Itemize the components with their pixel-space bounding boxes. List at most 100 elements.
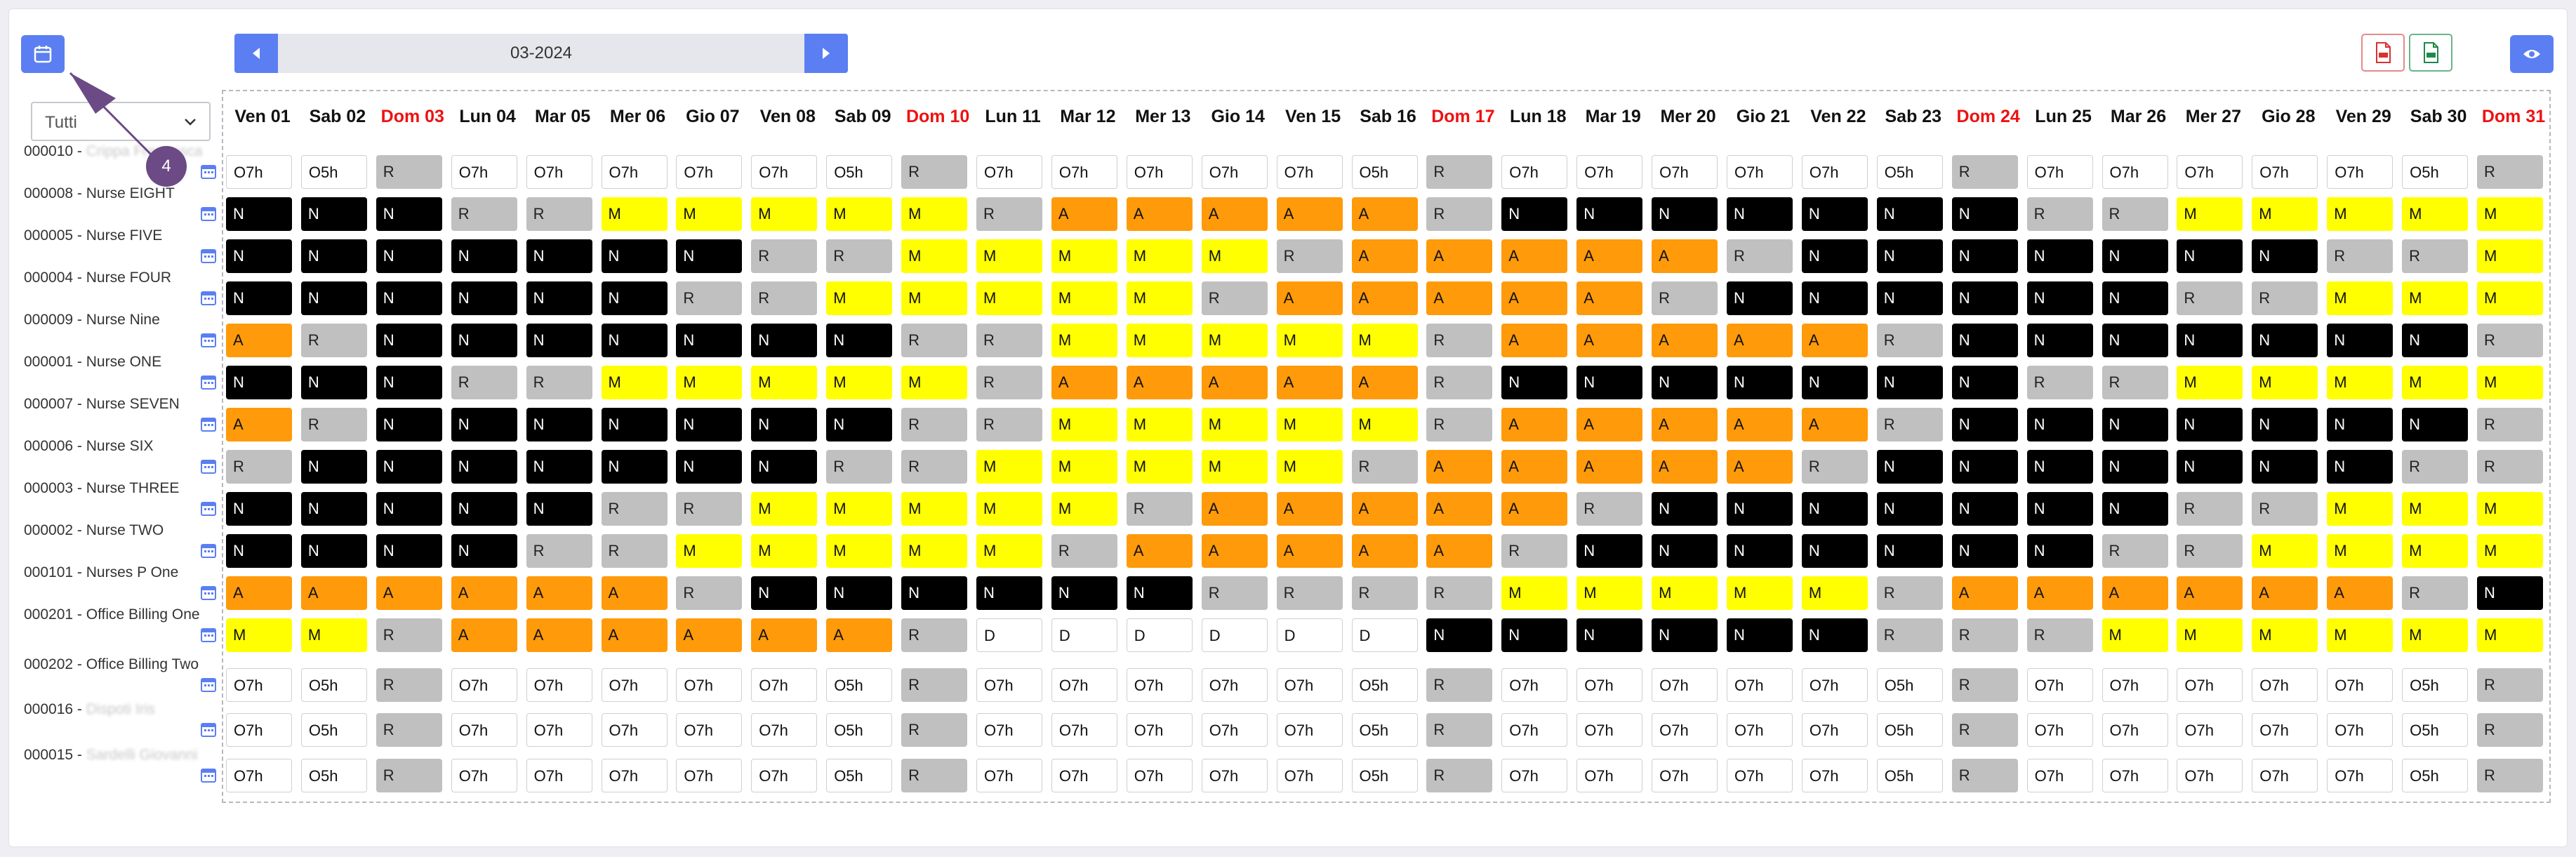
shift-cell[interactable]: A: [1426, 492, 1493, 526]
shift-cell[interactable]: R: [751, 281, 818, 315]
shift-cell[interactable]: O7h: [226, 155, 292, 189]
shift-cell[interactable]: N: [2177, 450, 2243, 484]
shift-cell[interactable]: N: [1652, 618, 1718, 652]
shift-cell[interactable]: M: [2252, 366, 2318, 399]
shift-cell[interactable]: O7h: [1727, 668, 1793, 702]
shift-cell[interactable]: N: [2026, 534, 2093, 568]
shift-cell[interactable]: M: [2402, 281, 2469, 315]
shift-cell[interactable]: A: [1576, 324, 1643, 357]
shift-cell[interactable]: R: [1876, 324, 1943, 357]
shift-cell[interactable]: N: [2026, 492, 2093, 526]
shift-cell[interactable]: A: [526, 576, 592, 610]
shift-cell[interactable]: N: [526, 239, 592, 273]
shift-cell[interactable]: A: [1351, 239, 1418, 273]
shift-cell[interactable]: M: [1126, 450, 1193, 484]
shift-cell[interactable]: N: [2026, 450, 2093, 484]
shift-cell[interactable]: N: [226, 492, 292, 526]
shift-cell[interactable]: O5h: [2402, 759, 2469, 792]
shift-cell[interactable]: A: [1652, 324, 1718, 357]
shift-cell[interactable]: R: [300, 324, 367, 357]
shift-cell[interactable]: M: [676, 366, 743, 399]
shift-cell[interactable]: O7h: [1501, 668, 1568, 702]
row-calendar-icon[interactable]: [201, 206, 216, 221]
shift-cell[interactable]: O7h: [976, 155, 1042, 189]
shift-cell[interactable]: N: [1576, 366, 1643, 399]
shift-cell[interactable]: A: [1276, 492, 1343, 526]
shift-cell[interactable]: O7h: [1051, 668, 1117, 702]
shift-cell[interactable]: N: [2102, 450, 2168, 484]
shift-cell[interactable]: R: [2102, 366, 2168, 399]
shift-cell[interactable]: N: [376, 281, 442, 315]
shift-cell[interactable]: O5h: [1351, 155, 1418, 189]
shift-cell[interactable]: N: [1951, 534, 2018, 568]
shift-cell[interactable]: O7h: [2102, 668, 2168, 702]
shift-cell[interactable]: N: [826, 324, 893, 357]
shift-cell[interactable]: O7h: [226, 759, 292, 792]
shift-cell[interactable]: N: [676, 324, 743, 357]
shift-cell[interactable]: R: [2477, 450, 2543, 484]
shift-cell[interactable]: R: [376, 668, 442, 702]
shift-cell[interactable]: R: [2402, 576, 2469, 610]
shift-cell[interactable]: O7h: [2252, 155, 2318, 189]
shift-cell[interactable]: N: [376, 408, 442, 441]
shift-cell[interactable]: O7h: [2177, 155, 2243, 189]
shift-cell[interactable]: N: [2102, 239, 2168, 273]
shift-cell[interactable]: M: [1576, 576, 1643, 610]
shift-cell[interactable]: O7h: [1801, 713, 1868, 747]
shift-cell[interactable]: R: [601, 534, 668, 568]
shift-cell[interactable]: D: [1126, 618, 1193, 652]
shift-cell[interactable]: N: [376, 197, 442, 231]
shift-cell[interactable]: O7h: [1201, 713, 1268, 747]
shift-cell[interactable]: R: [2177, 492, 2243, 526]
shift-cell[interactable]: M: [976, 239, 1042, 273]
shift-cell[interactable]: N: [751, 408, 818, 441]
shift-cell[interactable]: N: [226, 281, 292, 315]
shift-cell[interactable]: M: [901, 239, 968, 273]
shift-cell[interactable]: R: [2026, 366, 2093, 399]
shift-cell[interactable]: R: [526, 534, 592, 568]
shift-cell[interactable]: R: [2477, 759, 2543, 792]
shift-cell[interactable]: N: [826, 408, 893, 441]
shift-cell[interactable]: M: [1051, 450, 1117, 484]
shift-cell[interactable]: N: [376, 239, 442, 273]
shift-cell[interactable]: M: [2477, 239, 2543, 273]
shift-cell[interactable]: N: [751, 324, 818, 357]
shift-cell[interactable]: A: [1727, 324, 1793, 357]
shift-cell[interactable]: A: [1576, 239, 1643, 273]
shift-cell[interactable]: N: [226, 366, 292, 399]
shift-cell[interactable]: O7h: [976, 668, 1042, 702]
shift-cell[interactable]: O7h: [2177, 668, 2243, 702]
shift-cell[interactable]: N: [1126, 576, 1193, 610]
shift-cell[interactable]: M: [2402, 618, 2469, 652]
shift-cell[interactable]: N: [376, 366, 442, 399]
shift-cell[interactable]: N: [2026, 281, 2093, 315]
shift-cell[interactable]: A: [1576, 281, 1643, 315]
shift-cell[interactable]: N: [751, 576, 818, 610]
shift-cell[interactable]: N: [1501, 197, 1568, 231]
shift-cell[interactable]: N: [1801, 492, 1868, 526]
shift-cell[interactable]: N: [1727, 366, 1793, 399]
shift-cell[interactable]: A: [601, 576, 668, 610]
shift-cell[interactable]: M: [976, 492, 1042, 526]
shift-cell[interactable]: M: [1501, 576, 1568, 610]
shift-cell[interactable]: A: [1576, 450, 1643, 484]
shift-cell[interactable]: N: [1876, 239, 1943, 273]
shift-cell[interactable]: N: [1801, 281, 1868, 315]
shift-cell[interactable]: O7h: [751, 713, 818, 747]
shift-cell[interactable]: N: [2026, 239, 2093, 273]
shift-cell[interactable]: A: [1426, 450, 1493, 484]
export-pdf-button[interactable]: [2361, 34, 2405, 72]
row-calendar-icon[interactable]: [201, 248, 216, 263]
shift-cell[interactable]: N: [1801, 618, 1868, 652]
shift-cell[interactable]: R: [2102, 197, 2168, 231]
shift-cell[interactable]: O7h: [2252, 713, 2318, 747]
shift-cell[interactable]: D: [1201, 618, 1268, 652]
shift-cell[interactable]: O7h: [976, 759, 1042, 792]
shift-cell[interactable]: R: [1876, 618, 1943, 652]
toggle-view-button[interactable]: [2510, 35, 2554, 73]
shift-cell[interactable]: M: [976, 450, 1042, 484]
shift-cell[interactable]: O5h: [826, 155, 893, 189]
shift-cell[interactable]: A: [226, 408, 292, 441]
shift-cell[interactable]: M: [2102, 618, 2168, 652]
shift-cell[interactable]: O7h: [526, 713, 592, 747]
